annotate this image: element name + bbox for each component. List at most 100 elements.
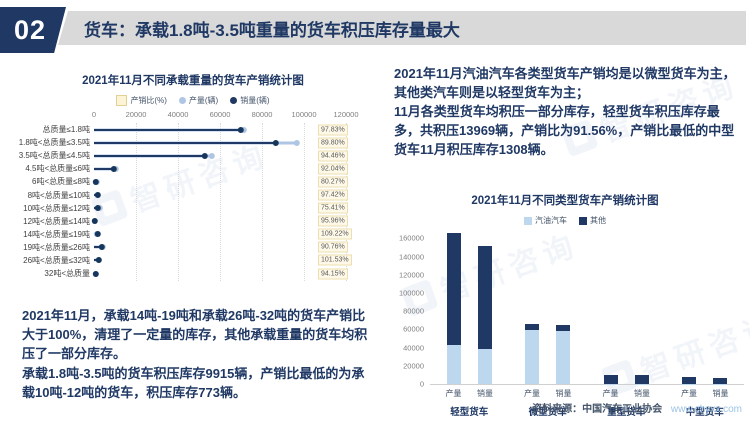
bar-group: 产量 销量轻型货车 xyxy=(430,232,509,418)
sales-line xyxy=(94,128,242,131)
gridline xyxy=(262,123,263,281)
gasoline-segment xyxy=(477,348,492,384)
category-label: 10吨<总质量≤12吨 xyxy=(23,203,90,213)
x-tick-label: 60000 xyxy=(209,110,231,119)
sales-dot xyxy=(237,126,244,133)
sales-dot xyxy=(111,165,118,172)
bar-area xyxy=(508,232,587,385)
group-label: 中型货车 xyxy=(685,407,724,418)
other-segment xyxy=(525,324,540,330)
other-segment xyxy=(603,375,618,384)
header-title-bar: 货车：承载1.8吨-3.5吨重量的货车积压库存量最大 xyxy=(58,11,746,45)
weight-chart-rows: 总质量≤1.8吨 97.83% 1.8吨<总质量≤3.5吨 89.80% 3.5吨<总质… xyxy=(4,123,382,280)
sales-line xyxy=(94,246,103,249)
sales-dot xyxy=(92,270,99,277)
x-tick-label: 20000 xyxy=(125,110,147,119)
other-segment xyxy=(556,324,571,331)
weight-chart: 2021年11月不同承载重量的货车产销统计图 产销比(%) 产量(辆) 销量(辆… xyxy=(4,72,382,281)
stacked-bar xyxy=(446,233,461,384)
y-tick-label: 0 xyxy=(419,379,424,389)
y-tick-label: 100000 xyxy=(398,288,424,298)
legend-label-other: 其他 xyxy=(590,216,606,225)
category-label: 14吨<总质量≤19吨 xyxy=(23,229,90,239)
legend-label-gasoline: 汽油汽车 xyxy=(535,216,567,225)
sales-line xyxy=(94,141,278,144)
other-segment xyxy=(477,246,492,349)
weight-chart-row: 1.8吨<总质量≤3.5吨 89.80% xyxy=(4,136,382,149)
gridline xyxy=(304,123,305,281)
ratio-value-label: 92.04% xyxy=(318,163,348,175)
bar-area xyxy=(587,232,666,385)
section-number: 02 xyxy=(14,14,47,45)
weight-chart-row: 14吨<总质量≤19吨 109.22% xyxy=(4,228,382,241)
bar-label-row: 产量 销量 xyxy=(587,388,666,399)
type-chart-bars: 产量 销量 轻型货车 产量 销量 微型货车 产量 销量 重型货车 产量 销量 中型货车 xyxy=(430,232,744,418)
analysis-paragraph: 承载1.8吨-3.5吨的货车积压库存9915辆，产销比最低的为承载10吨-12吨… xyxy=(22,365,365,400)
page-title: 货车：承载1.8吨-3.5吨重量的货车积压库存量最大 xyxy=(84,20,460,40)
source-label: 资料来源：中国汽车工业协会 xyxy=(532,404,663,415)
legend-label-ratio: 产销比(%) xyxy=(130,96,167,105)
analysis-text-right: 2021年11月汽油汽车各类型货车产销均是以微型货车为主，其他类汽车则是以轻型货… xyxy=(394,64,742,160)
row-plot: 90.76% xyxy=(94,241,348,254)
category-label: 6吨<总质量≤8吨 xyxy=(32,177,90,187)
stacked-bar xyxy=(477,246,492,384)
x-tick-label: 40000 xyxy=(167,110,189,119)
bar-label: 销量 xyxy=(477,389,493,398)
bar-label: 产量 xyxy=(602,389,619,398)
type-chart-title: 2021年11月不同类型货车产销统计图 xyxy=(471,195,659,207)
stacked-bar xyxy=(713,378,728,384)
weight-chart-row: 26吨<总质量≤32吨 101.53% xyxy=(4,254,382,267)
ratio-value-label: 89.80% xyxy=(318,137,348,149)
other-segment xyxy=(634,375,649,384)
category-label: 1.8吨<总质量≤3.5吨 xyxy=(18,138,90,148)
sales-dot xyxy=(273,139,280,146)
group-label: 轻型货车 xyxy=(450,407,489,418)
bar-label: 销量 xyxy=(555,389,572,398)
bar-label-row: 产量 销量 xyxy=(430,388,509,399)
analysis-text-left: 2021年11月，承载14吨-19吨和承载26吨-32吨的货车产销比大于100%… xyxy=(22,306,376,402)
analysis-paragraph: 2021年11月汽油汽车各类型货车产销均是以微型货车为主，其他类汽车则是以轻型货… xyxy=(394,66,736,101)
legend-label-production: 产量(辆) xyxy=(188,96,219,105)
gridline xyxy=(178,123,179,281)
bar-label-row: 产量 销量 xyxy=(666,388,745,399)
source-line: 资料来源：中国汽车工业协会 www.chyxx.com xyxy=(532,400,742,415)
weight-chart-xaxis: 0 20000 40000 60000 80000 100000 120000 xyxy=(91,110,359,122)
analysis-paragraph: 11月各类型货车均积压一部分库存，轻型货车积压库存最多，共积压13969辆，产销… xyxy=(394,104,735,158)
gasoline-segment xyxy=(556,330,571,384)
bar-label: 产量 xyxy=(445,389,462,398)
sales-dot xyxy=(91,218,98,225)
analysis-paragraph: 2021年11月，承载14吨-19吨和承载26吨-32吨的货车产销比大于100%… xyxy=(22,308,368,362)
weight-chart-row: 12吨<总质量≤14吨 95.96% xyxy=(4,215,382,228)
weight-chart-row: 19吨<总质量≤26吨 90.76% xyxy=(4,241,382,254)
group-label: 重型货车 xyxy=(607,407,646,418)
gasoline-segment xyxy=(525,329,540,384)
ratio-value-label: 95.96% xyxy=(318,215,348,227)
type-chart-legend: 汽油汽车 其他 xyxy=(386,215,744,226)
type-chart: 2021年11月不同类型货车产销统计图 汽油汽车 其他 0 20000 40000 6… xyxy=(386,192,744,418)
source-url[interactable]: www.chyxx.com xyxy=(670,404,742,415)
legend-item-sales: 销量(辆) xyxy=(230,95,270,106)
ratio-value-label: 80.27% xyxy=(318,176,348,188)
x-tick-label: 80000 xyxy=(251,110,273,119)
stacked-bar xyxy=(682,377,697,384)
category-label: 12吨<总质量≤14吨 xyxy=(23,216,90,226)
category-label: 8吨<总质量≤10吨 xyxy=(27,190,90,200)
category-label: 4.5吨<总质量≤6吨 xyxy=(25,164,90,174)
y-tick-label: 60000 xyxy=(403,324,424,334)
x-tick-label: 0 xyxy=(91,110,97,119)
category-label: 总质量≤1.8吨 xyxy=(42,125,90,135)
y-tick-label: 160000 xyxy=(398,233,424,243)
legend-item-ratio: 产销比(%) xyxy=(116,95,167,106)
sales-dot xyxy=(98,244,105,251)
stacked-bar xyxy=(603,375,618,384)
weight-chart-title: 2021年11月不同承载重量的货车产销统计图 xyxy=(82,75,304,87)
weight-chart-row: 6吨<总质量≤8吨 80.27% xyxy=(4,175,382,188)
production-dot xyxy=(240,126,247,133)
weight-chart-row: 3.5吨<总质量≤4.5吨 94.46% xyxy=(4,149,382,162)
stacked-bar xyxy=(525,324,540,384)
row-plot: 80.27% xyxy=(93,175,348,188)
bar-label: 产量 xyxy=(681,389,697,398)
production-dot xyxy=(293,139,300,146)
bar-label: 销量 xyxy=(634,389,650,398)
row-plot: 101.53% xyxy=(94,254,352,267)
